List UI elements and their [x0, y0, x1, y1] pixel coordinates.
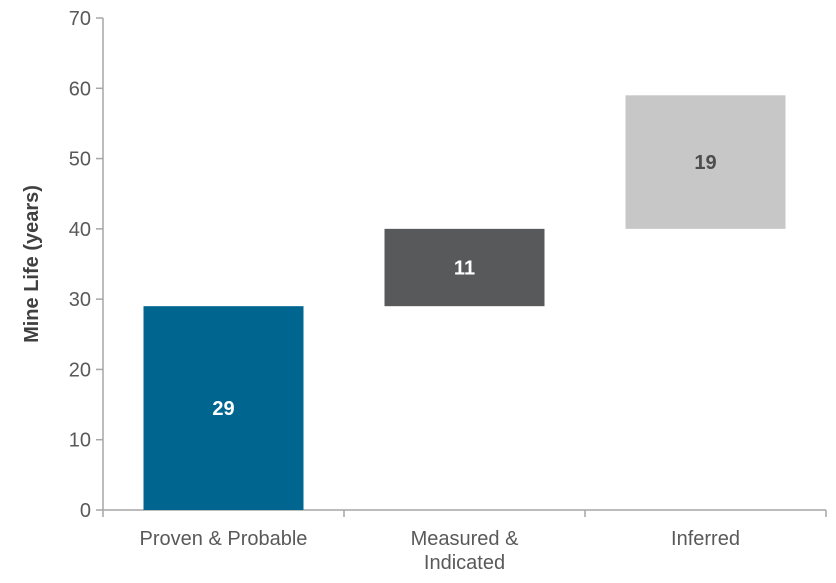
bar — [625, 95, 786, 229]
y-tick-label: 0 — [80, 500, 91, 522]
y-tick-label: 30 — [69, 289, 91, 311]
x-category-label: Inferred — [671, 528, 740, 550]
y-tick-label: 20 — [69, 359, 91, 381]
bar — [384, 228, 545, 307]
bar-value-label: 11 — [454, 258, 475, 280]
y-tick-label: 40 — [69, 219, 91, 241]
x-category-label: Proven & Probable — [140, 528, 308, 550]
y-axis: 0 10 20 30 40 50 60 70 — [69, 8, 104, 522]
x-axis: Proven & Probable Measured & Indicated Infe… — [102, 509, 827, 574]
y-axis-title: Mine Life (years) — [21, 185, 43, 343]
bar-value-label: 29 — [212, 398, 234, 420]
bar-series — [143, 95, 786, 510]
y-tick-label: 60 — [69, 78, 91, 100]
x-category-label: Measured & Indicated — [411, 528, 519, 574]
y-tick-label: 10 — [69, 430, 91, 452]
bar — [143, 306, 304, 510]
y-tick-label: 70 — [69, 8, 91, 30]
bar-value-label: 19 — [694, 152, 716, 174]
data-labels: 29 11 19 — [212, 152, 716, 420]
y-tick-label: 50 — [69, 149, 91, 171]
